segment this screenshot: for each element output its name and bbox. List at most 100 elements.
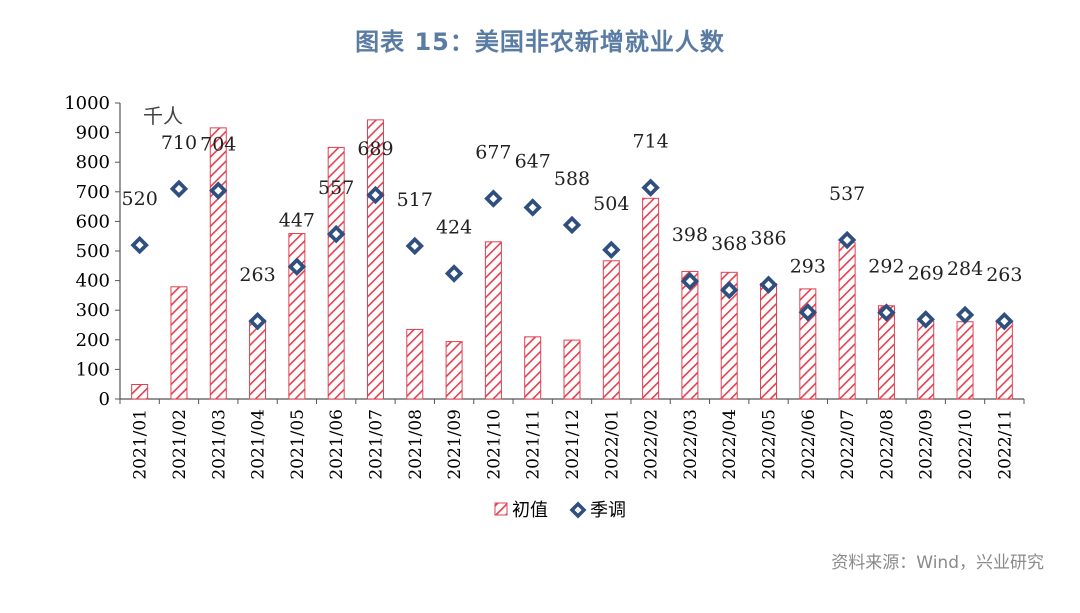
bar-initial (524, 336, 542, 400)
data-label-seasonal: 557 (318, 177, 354, 199)
x-tick-label: 2022/11 (995, 409, 1015, 480)
x-tick-label: 2022/03 (681, 409, 701, 480)
x-tick-label: 2022/04 (720, 409, 740, 480)
y-tick-label: 100 (76, 359, 110, 380)
data-label-seasonal: 517 (397, 189, 433, 211)
x-tick-label: 2021/10 (484, 409, 504, 480)
point-seasonal (484, 189, 503, 208)
bar-initial (445, 341, 463, 400)
bar-initial (406, 328, 424, 400)
data-label-seasonal: 704 (200, 134, 236, 156)
y-tick-label: 600 (76, 211, 110, 232)
point-seasonal (248, 311, 267, 331)
bar-initial (760, 283, 778, 400)
point-seasonal (130, 235, 149, 255)
point-seasonal (444, 264, 464, 283)
y-tick-label: 300 (76, 300, 110, 321)
x-tick-label: 2021/06 (327, 409, 347, 480)
bar-initial (602, 260, 620, 400)
point-seasonal (641, 178, 660, 197)
x-tick-labels: 2021/01 2021/02 2021/03 2021/04 2021/05 2021/… (131, 409, 1016, 480)
x-tick-label: 2022/06 (799, 409, 819, 480)
bar-initial (642, 197, 660, 400)
x-tick-label: 2022/10 (956, 409, 976, 480)
legend-point-swatch (569, 501, 587, 519)
point-seasonal (209, 181, 228, 200)
y-tick-label: 800 (76, 152, 110, 173)
legend-label-initial: 初值 (512, 500, 548, 521)
x-tick-label: 2021/08 (406, 409, 426, 480)
point-seasonal (680, 271, 700, 291)
bars-initial (131, 119, 1013, 400)
data-label-seasonal: 263 (239, 264, 275, 286)
data-label-seasonal: 447 (279, 210, 315, 232)
x-tick-label: 2022/05 (760, 409, 780, 480)
data-label-seasonal: 689 (357, 138, 393, 160)
point-seasonal (602, 240, 621, 260)
data-label-seasonal: 647 (515, 150, 551, 172)
bar-initial (838, 242, 856, 400)
points-seasonal (130, 178, 1014, 331)
bar-initial (681, 270, 699, 400)
data-label-seasonal: 269 (908, 262, 944, 284)
x-tick-label: 2022/01 (602, 409, 622, 480)
chart-title: 图表 15：美国非农新增就业人数 (355, 28, 725, 56)
point-seasonal (837, 230, 857, 250)
data-label-seasonal: 368 (711, 233, 747, 255)
y-tick-label: 200 (76, 330, 110, 351)
point-seasonal (326, 224, 346, 244)
data-label-seasonal: 588 (554, 168, 590, 190)
point-seasonal (759, 275, 778, 294)
point-seasonal (955, 305, 975, 325)
point-seasonal (523, 198, 542, 217)
data-label-seasonal: 677 (475, 142, 511, 164)
bar-initial (131, 383, 149, 400)
data-label-seasonal: 284 (947, 258, 983, 280)
bar-initial (209, 127, 227, 400)
point-seasonal (877, 303, 896, 322)
x-tick-label: 2022/09 (917, 409, 937, 480)
x-tick-label: 2021/07 (366, 409, 386, 480)
bar-initial (288, 233, 306, 400)
point-seasonal (798, 303, 818, 322)
data-label-seasonal: 398 (672, 224, 708, 246)
y-tick-label: 700 (76, 182, 110, 203)
legend-bar-swatch (494, 502, 508, 516)
x-tick-label: 2021/03 (209, 409, 229, 480)
y-tick-label: 900 (76, 123, 110, 144)
bar-initial (366, 119, 384, 400)
bar-initial (563, 339, 581, 400)
point-seasonal (366, 185, 385, 205)
x-tick-label: 2022/08 (877, 409, 897, 480)
x-tick-label: 2021/11 (524, 409, 544, 480)
data-label-seasonal: 386 (750, 228, 786, 250)
bar-initial (249, 319, 267, 400)
bar-initial (720, 271, 738, 400)
legend-label-seasonal: 季调 (590, 500, 626, 521)
x-tick-label: 2021/02 (170, 409, 190, 480)
y-tick-label: 0 (99, 389, 110, 410)
data-label-seasonal: 424 (436, 216, 472, 238)
bar-initial (995, 320, 1013, 400)
data-label-seasonal: 263 (986, 264, 1022, 286)
bar-initial (917, 320, 935, 400)
bar-initial (327, 146, 345, 400)
bar-initial (170, 286, 188, 400)
data-label-seasonal: 520 (122, 188, 158, 210)
legend: 初值 季调 (494, 500, 626, 521)
point-seasonal (405, 236, 424, 256)
data-label-seasonal: 714 (632, 131, 668, 153)
y-tick-label: 1000 (64, 93, 110, 114)
unit-label: 千人 (143, 104, 183, 128)
bar-initial (484, 241, 502, 400)
point-seasonal (562, 215, 582, 235)
x-tick-label: 2022/02 (642, 409, 662, 480)
point-seasonal (916, 310, 935, 329)
point-seasonal (169, 179, 189, 199)
data-label-seasonal: 293 (790, 255, 826, 277)
point-seasonal (287, 257, 307, 276)
data-label-seasonal: 292 (868, 256, 904, 278)
y-tick-label: 500 (76, 241, 110, 262)
